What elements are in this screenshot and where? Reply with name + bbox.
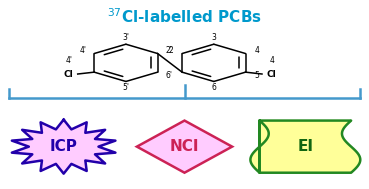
Text: 3': 3'	[123, 33, 130, 42]
Text: ICP: ICP	[50, 139, 77, 154]
Polygon shape	[12, 120, 115, 174]
Text: NCI: NCI	[170, 139, 199, 154]
Text: Cl: Cl	[266, 70, 276, 78]
Text: 2: 2	[169, 46, 173, 55]
Text: $^{37}$Cl-labelled PCBs: $^{37}$Cl-labelled PCBs	[107, 7, 262, 26]
Text: 4': 4'	[80, 46, 87, 55]
Text: Cl: Cl	[64, 70, 73, 78]
Text: 4: 4	[270, 57, 275, 65]
Polygon shape	[137, 121, 232, 173]
Text: 4: 4	[254, 46, 259, 55]
Text: 6': 6'	[165, 71, 172, 80]
Text: 4': 4'	[66, 57, 73, 65]
Text: 5: 5	[254, 71, 259, 80]
Text: EI: EI	[297, 139, 313, 154]
Polygon shape	[251, 121, 360, 173]
Text: 6: 6	[211, 84, 216, 92]
Text: 3: 3	[211, 33, 216, 42]
Text: 2': 2'	[165, 46, 172, 55]
Text: 5': 5'	[123, 84, 130, 92]
